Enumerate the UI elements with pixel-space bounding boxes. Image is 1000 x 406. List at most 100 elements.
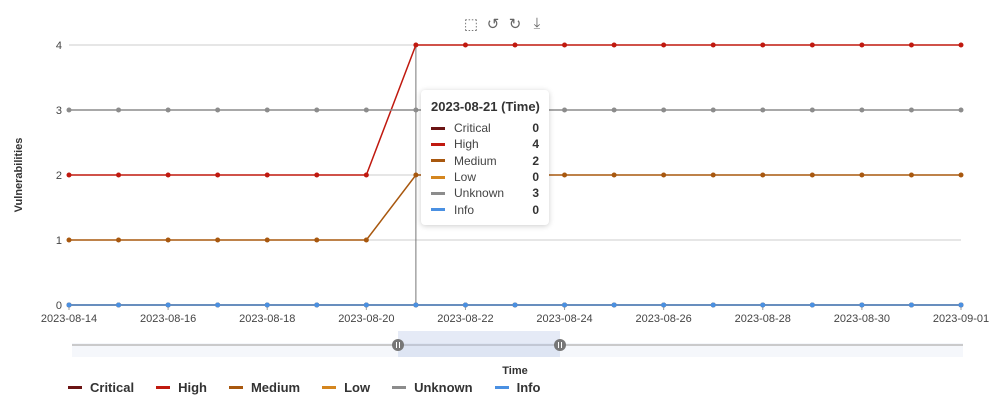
reset-icon[interactable]: ↺ (486, 16, 500, 33)
data-point (562, 302, 568, 308)
data-point (661, 302, 667, 308)
legend-label: Critical (90, 380, 135, 395)
data-point (809, 42, 815, 48)
data-point (264, 172, 270, 178)
data-point (760, 107, 766, 113)
legend-label: Unknown (414, 380, 473, 395)
data-point (908, 42, 914, 48)
legend-swatch (392, 386, 407, 389)
data-point (462, 42, 468, 48)
data-point (661, 172, 667, 178)
data-point (512, 302, 518, 308)
datazoom-handle[interactable] (554, 339, 566, 351)
data-point (859, 42, 865, 48)
legend-item-critical[interactable]: Critical (68, 380, 134, 395)
legend-item-medium[interactable]: Medium (228, 380, 301, 395)
tooltip-series-name: Low (454, 170, 477, 185)
data-point (958, 107, 964, 113)
datazoom-handle[interactable] (392, 339, 404, 351)
tooltip-value: 0 (532, 170, 539, 185)
tooltip-value: 0 (532, 121, 539, 136)
data-point (958, 42, 964, 48)
data-point (314, 302, 320, 308)
legend-label: Medium (250, 380, 301, 395)
y-tick-label: 0 (56, 300, 62, 312)
series-swatch (431, 142, 445, 146)
x-tick-label: 2023-08-28 (735, 313, 791, 325)
data-point (413, 107, 419, 113)
x-tick-label: 2023-08-24 (536, 313, 592, 325)
download-icon[interactable]: ⤓ (533, 15, 541, 32)
y-axis-label: Vulnerabilities (13, 138, 25, 213)
tooltip-value: 3 (532, 186, 539, 201)
x-tick-label: 2023-08-30 (834, 313, 890, 325)
series-swatch (431, 208, 445, 212)
data-point (760, 302, 766, 308)
data-point (314, 237, 320, 243)
x-axis-label: Time (502, 365, 527, 377)
data-point (512, 42, 518, 48)
tooltip-series-name: Info (454, 202, 475, 217)
data-point (908, 302, 914, 308)
tooltip-row: Low 0 (421, 169, 549, 185)
data-point (66, 237, 72, 243)
legend-item-high[interactable]: High (156, 380, 207, 395)
tooltip: 2023-08-21 (Time) Critical 0 High 4 Medium 2 L… (421, 90, 549, 225)
data-point (611, 107, 617, 113)
data-point (165, 237, 171, 243)
datazoom-selection (398, 331, 560, 357)
legend-item-low[interactable]: Low (322, 380, 370, 395)
data-point (611, 302, 617, 308)
x-tick-label: 2023-08-18 (239, 313, 295, 325)
data-point (710, 172, 716, 178)
datazoom-track (72, 343, 963, 357)
data-point (116, 302, 122, 308)
x-tick-label: 2023-08-26 (636, 313, 692, 325)
data-point (710, 302, 716, 308)
tooltip-row: Medium 2 (421, 153, 549, 169)
data-point (908, 107, 914, 113)
data-point (859, 172, 865, 178)
restore-icon[interactable]: ↻ (508, 16, 522, 33)
data-point (413, 172, 419, 178)
legend-swatch (322, 386, 337, 389)
y-tick-label: 4 (56, 40, 62, 52)
data-point (215, 302, 221, 308)
chart-toolbar: ⬚ ↺ ↻ ⤓ (462, 15, 546, 33)
data-point (859, 107, 865, 113)
series-swatch (431, 126, 445, 130)
tooltip-value: 2 (532, 153, 539, 168)
series-high (66, 42, 964, 178)
tooltip-series-name: Medium (454, 153, 497, 168)
data-point (264, 302, 270, 308)
legend-swatch (68, 386, 82, 389)
series-swatch (431, 159, 445, 163)
data-point (958, 302, 964, 308)
data-point (661, 42, 667, 48)
tooltip-series-name: Unknown (454, 186, 505, 201)
data-point (264, 107, 270, 113)
data-point (363, 237, 369, 243)
legend-label: High (178, 380, 207, 395)
legend-item-unknown[interactable]: Unknown (392, 380, 473, 395)
tooltip-value: 0 (532, 202, 539, 217)
tooltip-title: 2023-08-21 (Time) (431, 99, 540, 114)
data-point (760, 172, 766, 178)
data-point (710, 42, 716, 48)
data-point (611, 42, 617, 48)
data-point (859, 302, 865, 308)
data-point (116, 172, 122, 178)
legend-swatch (156, 386, 171, 389)
data-point (809, 172, 815, 178)
data-point (413, 302, 419, 308)
series-swatch (431, 191, 445, 195)
series-info (66, 302, 964, 308)
zoom-select-icon[interactable]: ⬚ (463, 16, 479, 33)
tooltip-series-name: Critical (454, 121, 491, 136)
legend-item-info[interactable]: Info (494, 380, 540, 395)
data-point (562, 107, 568, 113)
y-tick-label: 1 (56, 235, 62, 247)
data-point (165, 302, 171, 308)
